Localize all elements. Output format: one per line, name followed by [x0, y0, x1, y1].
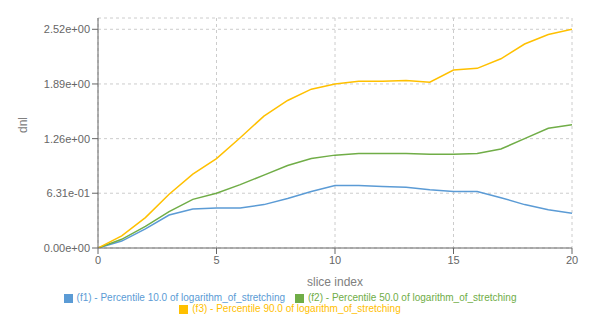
svg-text:dnl: dnl [16, 117, 30, 133]
svg-text:6.31e-01: 6.31e-01 [47, 187, 90, 199]
html-text:(f3) - Percentile 90.0 of loga: (f3) - Percentile 90.0 of logarithm_of_s… [192, 303, 401, 314]
svg-text:20: 20 [566, 254, 578, 266]
svg-text:1.89e+00: 1.89e+00 [44, 78, 90, 90]
html-text:(f2) - Percentile 50.0 of loga: (f2) - Percentile 50.0 of logarithm_of_s… [308, 292, 517, 303]
svg-text:10: 10 [329, 254, 341, 266]
svg-text:15: 15 [447, 254, 459, 266]
svg-text:0.00e+00: 0.00e+00 [44, 242, 90, 254]
svg-text:slice index: slice index [307, 275, 363, 289]
svg-text:1.26e+00: 1.26e+00 [44, 133, 90, 145]
svg-text:0: 0 [95, 254, 101, 266]
html-text:(f1) - Percentile 10.0 of loga: (f1) - Percentile 10.0 of logarithm_of_s… [76, 292, 285, 303]
svg-text:2.52e+00: 2.52e+00 [44, 23, 90, 35]
svg-text:5: 5 [213, 254, 219, 266]
